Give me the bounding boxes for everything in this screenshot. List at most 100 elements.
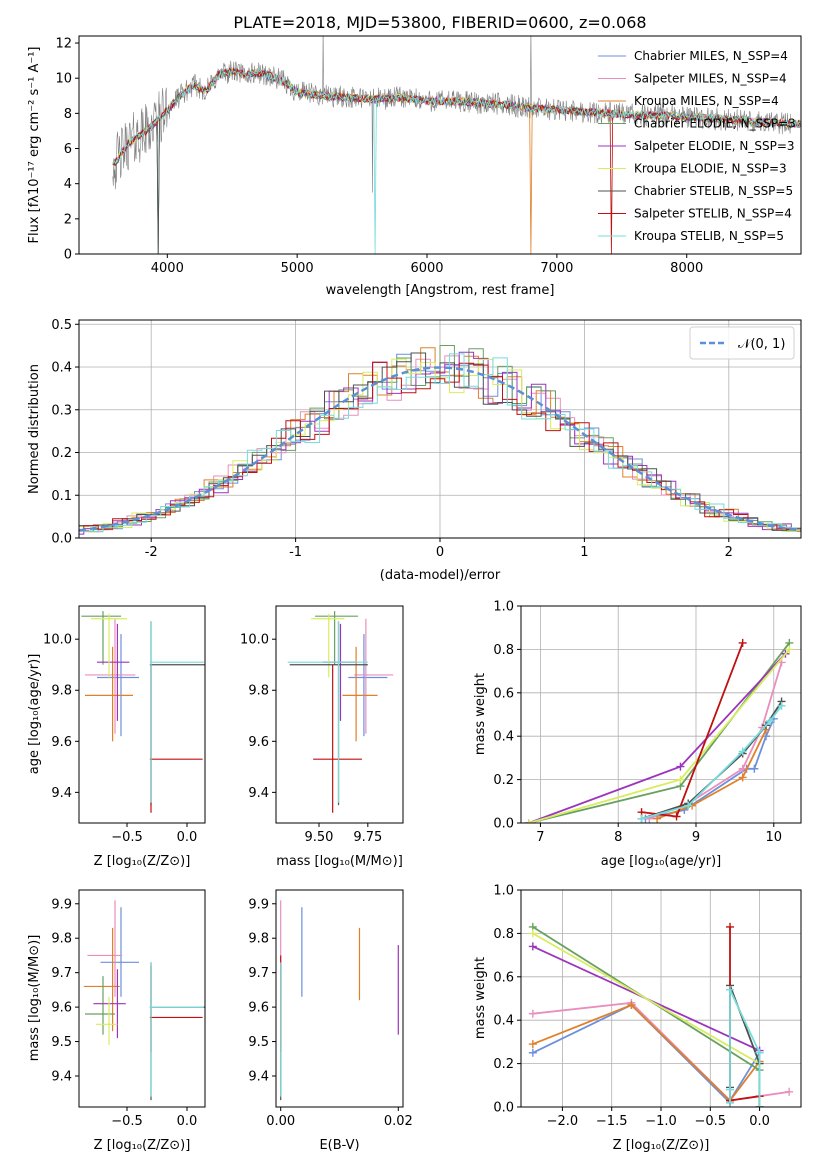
weight-line-2 — [656, 729, 767, 820]
y-tick-label: 9.6 — [248, 735, 269, 750]
x-tick-label: 1 — [580, 545, 588, 560]
age-vs-mass-ticks: 9.50 9.75 9.4 9.6 9.8 10.0 — [240, 633, 382, 845]
legend-label: Kroupa MILES, N_SSP=4 — [634, 94, 779, 108]
mass-weight-vs-age-ylabel: mass weight — [473, 673, 488, 755]
mass-weight-vs-Z-panel: −2.0 −1.5 −1.0 −0.5 0.0 0.0 0.2 0.4 0.6 0.8 1.0 Z [… — [473, 884, 802, 1153]
residuals-legend-label: 𝒩(0, 1) — [738, 337, 785, 352]
y-tick-label: 0 — [64, 248, 72, 263]
age-vs-Z-ylabel: age [log₁₀(age/yr)] — [27, 654, 42, 775]
legend-label: Salpeter MILES, N_SSP=4 — [634, 72, 787, 86]
weight-marker — [676, 762, 685, 771]
mass-vs-EBV-panel: 0.00 0.02 9.4 9.5 9.6 9.7 9.8 9.9 E(B-V) — [248, 889, 413, 1153]
weight-marker — [738, 638, 747, 647]
y-tick-label: 1.0 — [493, 600, 514, 615]
gaussian-curve — [79, 366, 801, 532]
x-tick-label: 0.02 — [384, 1114, 413, 1129]
spectrum-data — [112, 36, 801, 254]
y-tick-label: 9.6 — [51, 735, 72, 750]
spectrum-frame — [78, 35, 802, 255]
x-tick-label: 4000 — [151, 261, 184, 276]
weight-line-4 — [528, 653, 787, 823]
mass-weight-vs-age-frame — [520, 605, 802, 824]
y-tick-label: 9.6 — [248, 1001, 269, 1016]
mass-vs-EBV-ticks: 0.00 0.02 9.4 9.5 9.6 9.7 9.8 9.9 — [248, 897, 412, 1129]
age-vs-mass-xlabel: mass [log₁₀(M/M⊙)] — [276, 854, 403, 869]
y-tick-label: 9.8 — [248, 684, 269, 699]
weight-marker — [738, 764, 747, 773]
residual-histogram-8 — [79, 353, 801, 533]
model-spectrum-8 — [112, 67, 801, 254]
weight-marker — [777, 701, 786, 710]
mass-weight-vs-Z-data — [528, 922, 794, 1107]
spectrum-ticks: 4000 5000 6000 7000 8000 0 2 4 6 8 10 12 — [55, 37, 703, 276]
y-tick-label: 9.8 — [248, 932, 269, 947]
weight-marker — [726, 1085, 735, 1094]
age-vs-Z-frame — [78, 605, 206, 824]
weight-marker — [726, 1098, 735, 1107]
x-tick-label: 10 — [766, 830, 783, 845]
x-tick-label: 2 — [725, 545, 733, 560]
residuals-data — [79, 345, 801, 535]
mass-vs-Z-ticks: −0.5 0.0 9.4 9.5 9.6 9.7 9.8 9.9 — [51, 897, 197, 1129]
y-tick-label: 0.0 — [51, 532, 72, 547]
y-tick-label: 0.8 — [493, 927, 514, 942]
x-tick-label: 8 — [614, 830, 622, 845]
x-tick-label: 9 — [692, 830, 700, 845]
age-vs-mass-data — [287, 611, 394, 813]
weight-marker — [738, 773, 747, 782]
x-tick-label: 7000 — [540, 261, 573, 276]
weight-marker — [653, 814, 662, 823]
y-tick-label: 9.6 — [51, 1001, 72, 1016]
y-tick-label: 0.2 — [493, 773, 514, 788]
age-vs-Z-ticks: −0.5 0.0 9.4 9.6 9.8 10.0 — [43, 633, 197, 845]
x-tick-label: 7 — [536, 830, 544, 845]
weight-marker — [785, 1087, 794, 1096]
mass-weight-vs-age-ticks: 7 8 9 10 0.0 0.2 0.4 0.6 0.8 1.0 — [493, 600, 782, 846]
x-tick-label: 0 — [436, 545, 444, 560]
weight-marker — [755, 1048, 764, 1057]
weight-marker — [528, 942, 537, 951]
mass-weight-vs-age-xlabel: age [log₁₀(age/yr)] — [601, 854, 722, 869]
mass-vs-EBV-data — [280, 900, 399, 1101]
mass-weight-vs-Z-frame — [520, 889, 802, 1108]
residual-histogram-7 — [79, 361, 801, 531]
mass-weight-vs-age-panel: 7 8 9 10 0.0 0.2 0.4 0.6 0.8 1.0 age [log₁₀(age/yr… — [473, 600, 802, 869]
mass-weight-vs-Z-ylabel: mass weight — [473, 957, 488, 1039]
x-tick-label: −0.5 — [111, 1114, 143, 1129]
y-tick-label: 0.0 — [493, 817, 514, 832]
residuals-ticks: -2 -1 0 1 2 0.0 0.1 0.2 0.3 0.4 0.5 — [51, 318, 733, 560]
y-tick-label: 10.0 — [240, 633, 269, 648]
x-tick-label: −0.5 — [695, 1114, 727, 1129]
y-tick-label: 9.9 — [248, 897, 269, 912]
y-tick-label: 0.2 — [493, 1057, 514, 1072]
residuals-ylabel: Normed distribution — [27, 364, 42, 494]
y-tick-label: 0.5 — [51, 318, 72, 333]
x-tick-label: 0.0 — [177, 1114, 198, 1129]
spectrum-title: PLATE=2018, MJD=53800, FIBERID=0600, z=0… — [233, 13, 646, 32]
spectrum-ylabel: Flux [fλ10⁻¹⁷ erg cm⁻² s⁻¹ A⁻¹] — [27, 47, 42, 244]
weight-marker — [785, 645, 794, 654]
weight-line-6 — [729, 985, 761, 1107]
weight-marker — [672, 812, 681, 821]
mass-weight-vs-Z-xlabel: Z [log₁₀(Z/Z⊙)] — [613, 1138, 710, 1153]
x-tick-label: 0.0 — [177, 830, 198, 845]
legend-label: Chabrier MILES, N_SSP=4 — [634, 49, 788, 63]
spectrum-panel: PLATE=2018, MJD=53800, FIBERID=0600, z=0… — [27, 13, 802, 298]
x-tick-label: -2 — [145, 545, 158, 560]
x-tick-label: −1.5 — [596, 1114, 628, 1129]
spectrum-legend: Chabrier MILES, N_SSP=4 Salpeter MILES, N… — [598, 49, 796, 243]
y-tick-label: 0.6 — [493, 686, 514, 701]
weight-marker — [755, 1103, 764, 1107]
y-tick-label: 0.1 — [51, 489, 72, 504]
weight-marker — [627, 1001, 636, 1010]
legend-label: Chabrier STELIB, N_SSP=5 — [634, 184, 793, 198]
weight-marker — [750, 764, 759, 773]
legend-label: Chabrier ELODIE, N_SSP=3 — [634, 117, 796, 131]
age-vs-mass-frame — [275, 605, 404, 824]
age-vs-mass-panel: 9.50 9.75 9.4 9.6 9.8 10.0 mass [log₁₀(M/M⊙)] — [240, 605, 404, 869]
weight-marker — [524, 819, 533, 823]
mass-weight-vs-Z-ticks: −2.0 −1.5 −1.0 −0.5 0.0 0.0 0.2 0.4 0.6 0.8 1.0 — [493, 884, 770, 1130]
y-tick-label: 9.4 — [248, 786, 269, 801]
y-tick-label: 12 — [55, 37, 72, 52]
